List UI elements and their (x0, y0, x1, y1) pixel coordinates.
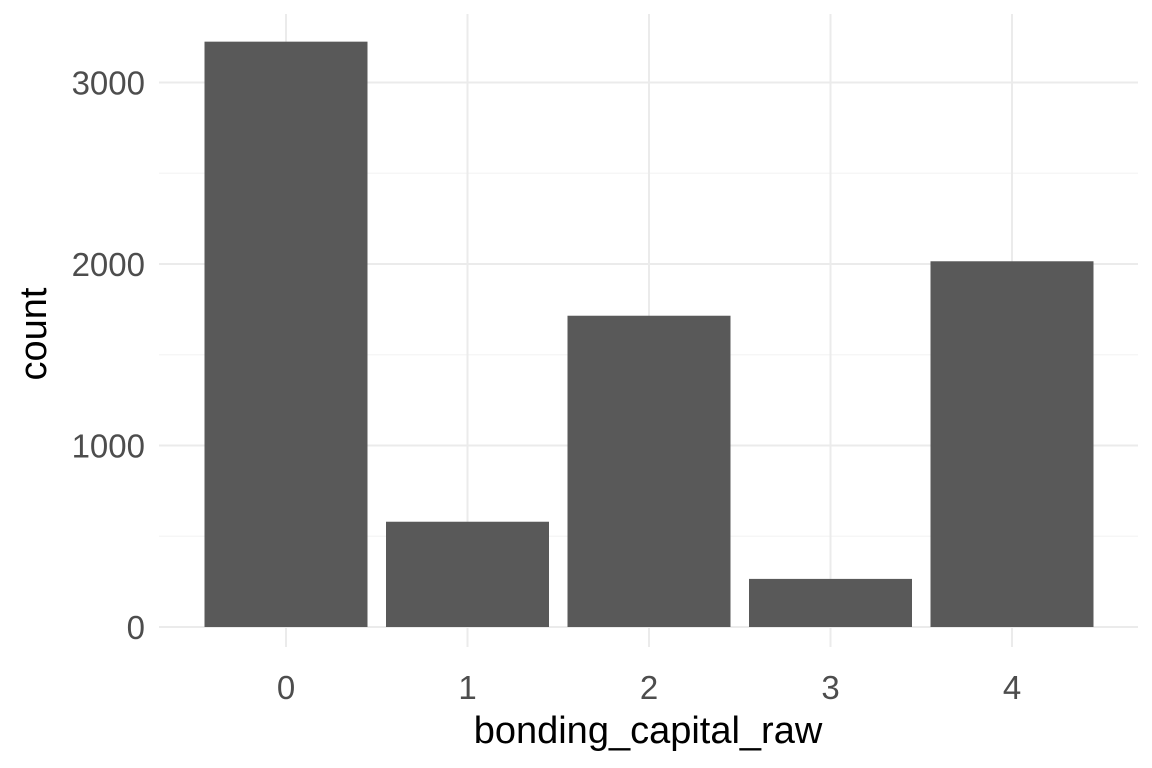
y-tick-label: 2000 (72, 246, 145, 283)
x-tick-label: 3 (821, 669, 839, 706)
x-axis-ticks: 0 1 2 3 4 (277, 669, 1021, 706)
y-axis-ticks: 0 1000 2000 3000 (72, 65, 145, 647)
bar-0 (204, 41, 368, 628)
y-tick-label: 0 (127, 609, 145, 646)
x-tick-label: 0 (277, 669, 295, 706)
bar-3 (749, 578, 912, 627)
y-tick-label: 3000 (72, 65, 145, 102)
bar-1 (386, 521, 549, 627)
x-axis-title: bonding_capital_raw (474, 710, 823, 752)
x-tick-label: 4 (1003, 669, 1021, 706)
bar-2 (567, 315, 731, 627)
y-tick-label: 1000 (72, 428, 145, 465)
bars (204, 41, 1094, 628)
x-tick-label: 1 (458, 669, 476, 706)
bar-4 (930, 261, 1094, 627)
y-axis-title: count (13, 287, 55, 380)
x-tick-label: 2 (640, 669, 658, 706)
